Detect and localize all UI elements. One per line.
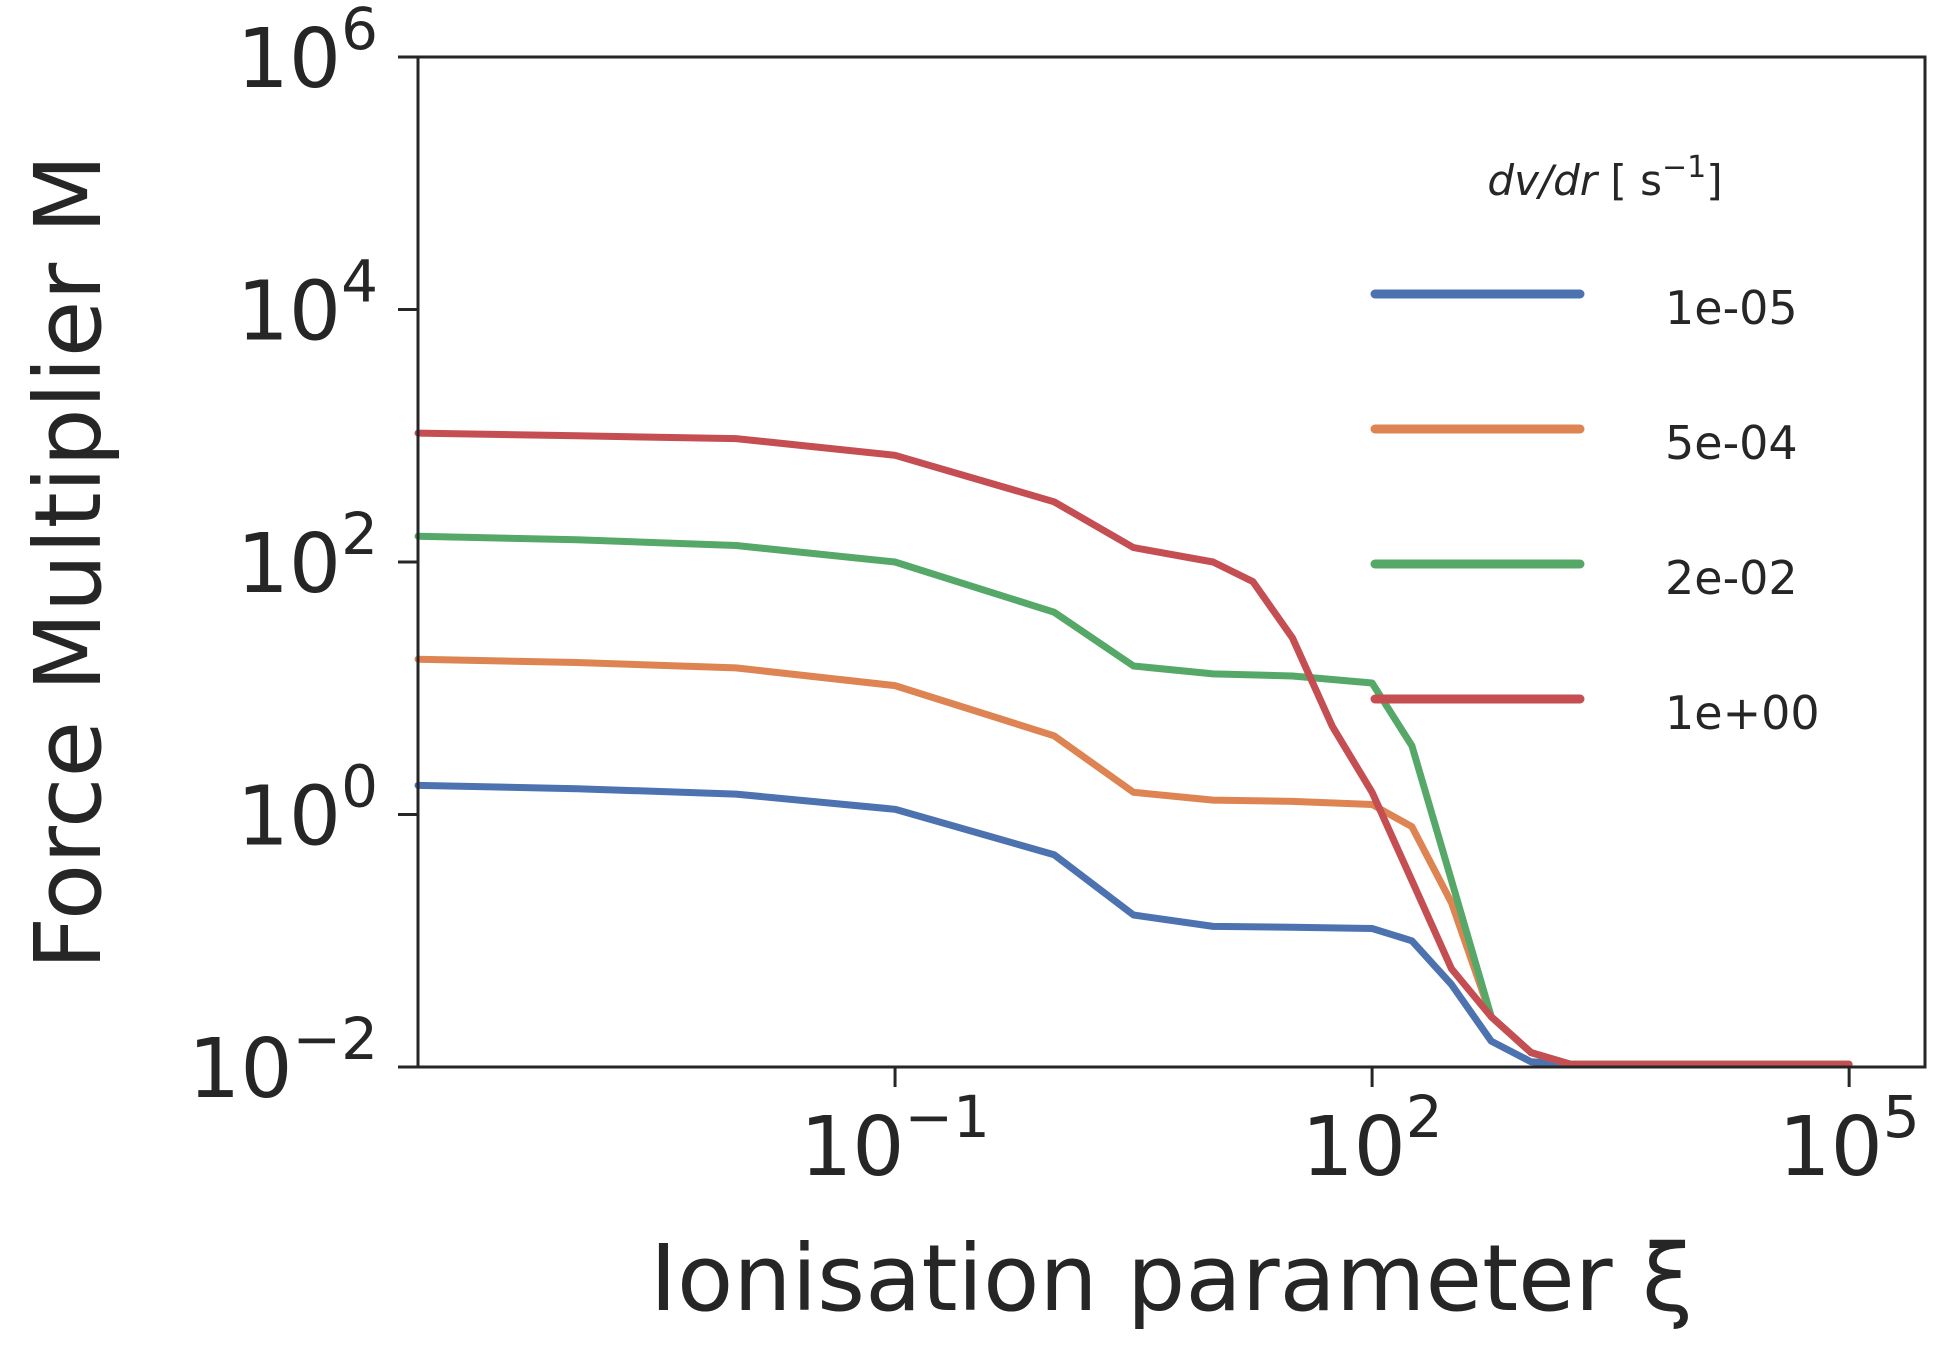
series-line-1 xyxy=(414,781,1853,1068)
series-line-4 xyxy=(414,429,1853,1068)
y-tick-label: 100 xyxy=(237,753,378,865)
x-tick-label: 105 xyxy=(1779,1083,1920,1195)
legend-label-1: 1e-05 xyxy=(1665,281,1798,335)
x-tick-label: 10−1 xyxy=(800,1083,990,1195)
legend-label-3: 2e-02 xyxy=(1665,551,1798,605)
y-tick-label: 104 xyxy=(237,248,378,360)
legend-title: dv/dr [ s−1] xyxy=(1487,150,1722,205)
y-tick-label: 10−2 xyxy=(188,1005,378,1117)
y-tick-label: 106 xyxy=(237,0,378,107)
y-tick-label: 102 xyxy=(237,500,378,612)
series-layer xyxy=(414,429,1853,1068)
legend-label-2: 5e-04 xyxy=(1665,416,1798,470)
legend: dv/dr [ s−1] 1e-05 5e-04 2e-02 1e+00 xyxy=(1370,150,1820,740)
y-axis: 10−2 100 102 104 106 xyxy=(188,0,418,1117)
x-axis-title: Ionisation parameter ξ xyxy=(650,1225,1693,1332)
series-line-3 xyxy=(414,532,1853,1068)
series-line-2 xyxy=(414,655,1853,1068)
legend-label-4: 1e+00 xyxy=(1665,686,1820,740)
x-tick-label: 102 xyxy=(1301,1083,1442,1195)
legend-items: 1e-05 5e-04 2e-02 1e+00 xyxy=(1370,281,1820,740)
x-axis: 10−1 102 105 xyxy=(800,1067,1920,1195)
y-axis-title: Force Multiplier M xyxy=(15,154,122,970)
